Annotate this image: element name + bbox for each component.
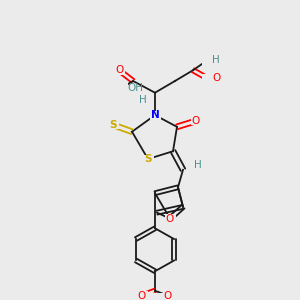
FancyBboxPatch shape: [116, 83, 128, 92]
FancyBboxPatch shape: [190, 117, 202, 125]
FancyBboxPatch shape: [214, 56, 226, 65]
FancyBboxPatch shape: [107, 121, 118, 129]
FancyBboxPatch shape: [202, 74, 212, 82]
Text: O: O: [212, 73, 220, 83]
Text: O: O: [164, 291, 172, 300]
Text: H: H: [212, 56, 220, 65]
Text: H: H: [139, 95, 147, 106]
FancyBboxPatch shape: [137, 96, 148, 105]
FancyBboxPatch shape: [164, 214, 175, 223]
FancyBboxPatch shape: [176, 299, 187, 300]
Text: O: O: [115, 65, 123, 75]
FancyBboxPatch shape: [163, 291, 173, 300]
FancyBboxPatch shape: [149, 111, 161, 119]
Text: O: O: [192, 116, 200, 126]
Text: OH: OH: [127, 83, 143, 93]
FancyBboxPatch shape: [202, 56, 212, 65]
Text: S: S: [144, 154, 152, 164]
Text: S: S: [109, 120, 117, 130]
FancyBboxPatch shape: [103, 83, 113, 92]
FancyBboxPatch shape: [142, 154, 154, 164]
Text: N: N: [151, 110, 159, 120]
Text: O: O: [138, 291, 146, 300]
FancyBboxPatch shape: [113, 66, 124, 75]
FancyBboxPatch shape: [193, 160, 203, 169]
Text: H: H: [194, 160, 202, 170]
Text: O: O: [166, 214, 174, 224]
FancyBboxPatch shape: [136, 291, 148, 300]
